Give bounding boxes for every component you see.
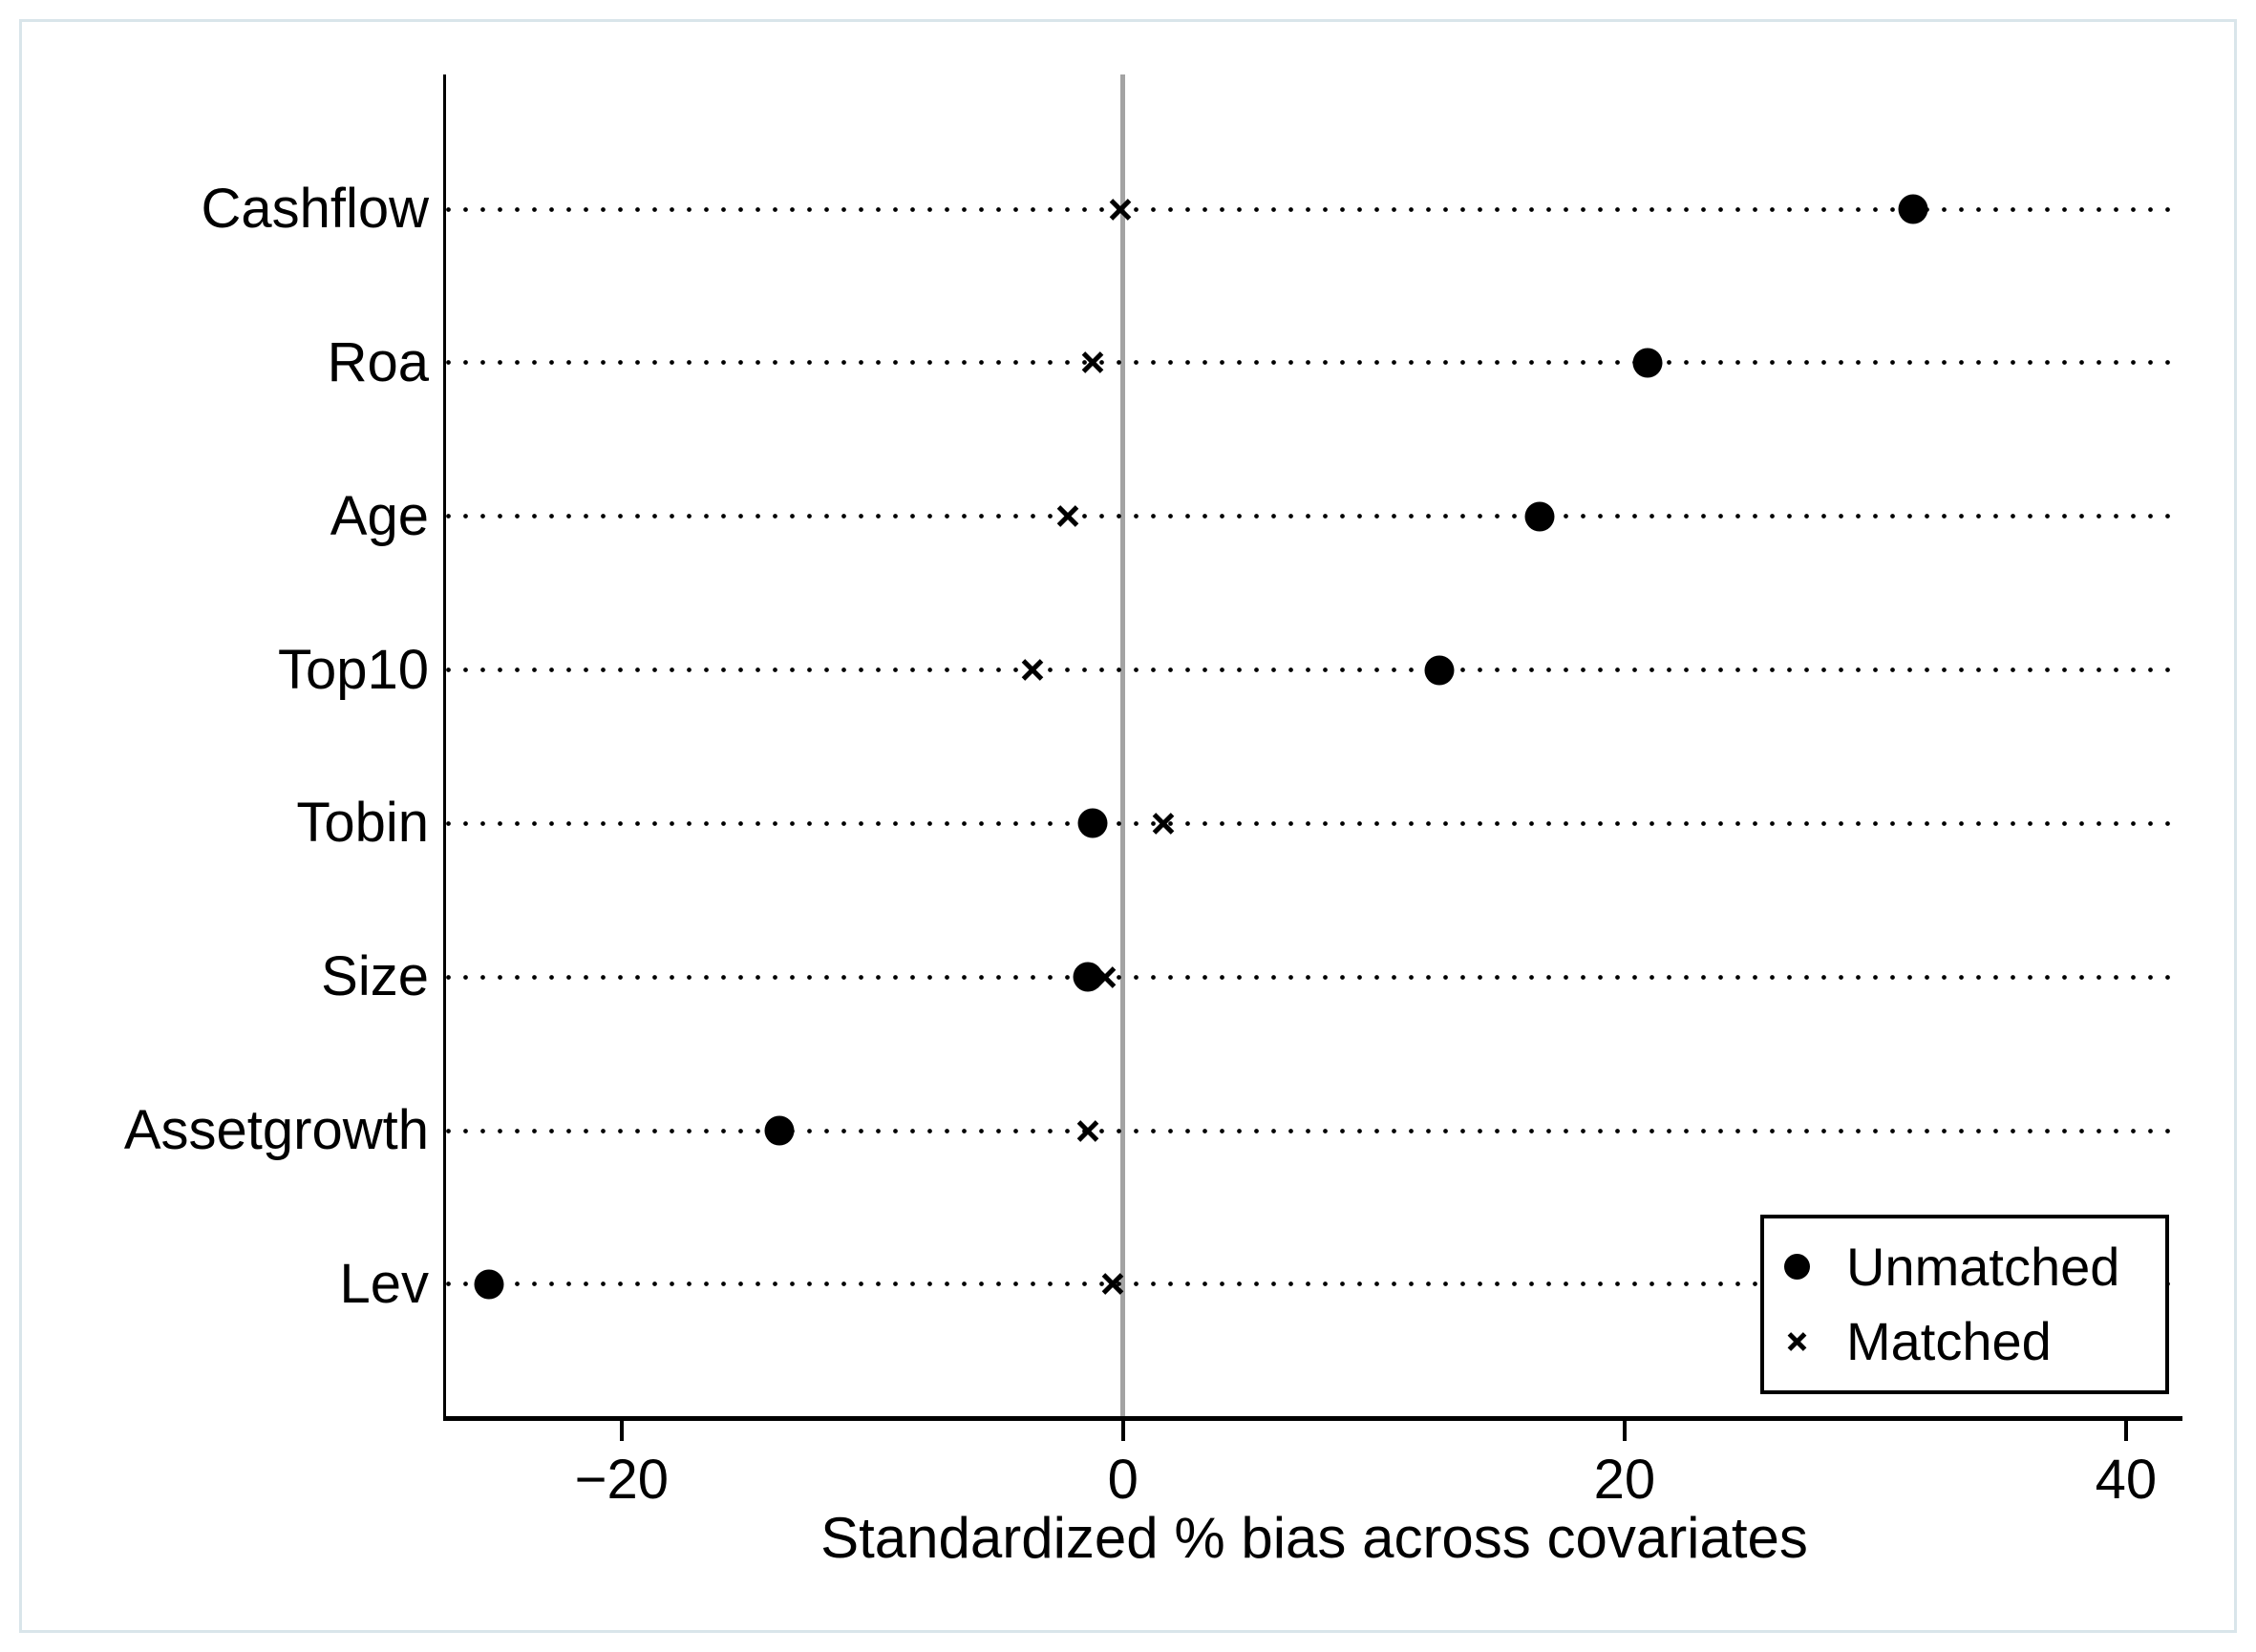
matched-point xyxy=(1100,1271,1126,1297)
grid-line xyxy=(446,514,2182,519)
legend: Unmatched Matched xyxy=(1760,1215,2169,1394)
grid-line xyxy=(446,820,2182,826)
x-axis-title: Standardized % bias across covariates xyxy=(820,1506,1808,1570)
unmatched-point xyxy=(1898,194,1928,224)
legend-entry-unmatched: Unmatched xyxy=(1779,1236,2165,1297)
grid-line xyxy=(446,974,2182,980)
x-tick xyxy=(1622,1421,1627,1441)
category-label: Lev xyxy=(339,1252,429,1315)
grid-line xyxy=(446,1281,2182,1287)
matched-point xyxy=(1150,811,1176,837)
category-label: Tobin xyxy=(296,792,429,855)
unmatched-point xyxy=(1632,348,1662,378)
category-axis: Cashflow Roa Age Top10 Tobin Size Assetgrowth L… xyxy=(57,74,429,1416)
x-tick xyxy=(1120,1421,1125,1441)
matched-point xyxy=(1075,1118,1101,1144)
x-tick-label: 40 xyxy=(2095,1449,2158,1511)
grid-line xyxy=(446,1128,2182,1133)
zero-reference-line xyxy=(1120,74,1126,1416)
matched-point xyxy=(1055,503,1081,529)
category-label: Assetgrowth xyxy=(123,1099,429,1162)
x-tick-label: −20 xyxy=(574,1449,669,1511)
unmatched-point xyxy=(1077,808,1108,838)
unmatched-point xyxy=(1424,655,1455,686)
unmatched-legend-label: Unmatched xyxy=(1846,1236,2120,1297)
matched-x-icon xyxy=(1786,1331,1808,1353)
category-label: Top10 xyxy=(277,638,429,701)
category-label: Cashflow xyxy=(201,178,429,241)
x-tick xyxy=(2123,1421,2128,1441)
x-tick-label: 20 xyxy=(1593,1449,1656,1511)
category-label: Roa xyxy=(327,330,429,393)
matched-point xyxy=(1108,197,1134,222)
x-tick xyxy=(619,1421,624,1441)
grid-line xyxy=(446,667,2182,673)
category-label: Size xyxy=(321,945,429,1008)
unmatched-circle-icon xyxy=(1783,1254,1810,1281)
grid-line xyxy=(446,206,2182,212)
matched-point xyxy=(1093,964,1118,990)
matched-point xyxy=(1020,657,1046,683)
matched-legend-label: Matched xyxy=(1846,1311,2052,1372)
unmatched-point xyxy=(1524,501,1555,532)
matched-point xyxy=(1080,349,1106,375)
legend-entry-matched: Matched xyxy=(1779,1315,2165,1368)
unmatched-point xyxy=(474,1269,504,1300)
x-tick-label: 0 xyxy=(1107,1449,1139,1511)
x-axis: −20 0 20 40 xyxy=(446,1421,2182,1555)
plot-area: Unmatched Matched xyxy=(443,74,2182,1421)
grid-line xyxy=(446,360,2182,366)
category-label: Age xyxy=(330,484,429,547)
unmatched-point xyxy=(764,1115,795,1146)
